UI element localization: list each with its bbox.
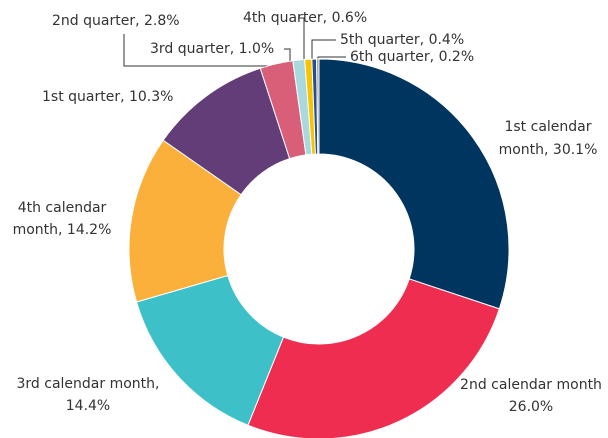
slice-label: 3rd quarter, 1.0% bbox=[150, 41, 274, 57]
donut-slice bbox=[316, 58, 320, 155]
slice-label: month, 30.1% bbox=[499, 142, 598, 158]
slice-label: 1st calendar bbox=[504, 119, 591, 135]
donut-slice bbox=[318, 58, 510, 310]
slice-label: 14.4% bbox=[66, 398, 110, 414]
donut-slice bbox=[247, 278, 500, 438]
slice-label: 26.0% bbox=[509, 399, 553, 415]
slice-label: 2nd quarter, 2.8% bbox=[52, 13, 180, 29]
leader-line bbox=[298, 17, 305, 61]
slice-label: 4th calendar bbox=[18, 200, 107, 216]
slice-label: 6th quarter, 0.2% bbox=[350, 49, 474, 65]
leader-line bbox=[284, 48, 291, 62]
slice-label: 5th quarter, 0.4% bbox=[340, 32, 464, 48]
slice-label: 1st quarter, 10.3% bbox=[42, 89, 173, 105]
slice-label: 4th quarter, 0.6% bbox=[243, 10, 367, 26]
leader-line bbox=[311, 39, 336, 61]
leader-lines bbox=[123, 17, 346, 67]
leader-line bbox=[123, 34, 272, 67]
slice-label: month, 14.2% bbox=[13, 222, 112, 238]
slice-label: 2nd calendar month bbox=[460, 377, 602, 393]
slice-label: 3rd calendar month, bbox=[17, 376, 160, 392]
